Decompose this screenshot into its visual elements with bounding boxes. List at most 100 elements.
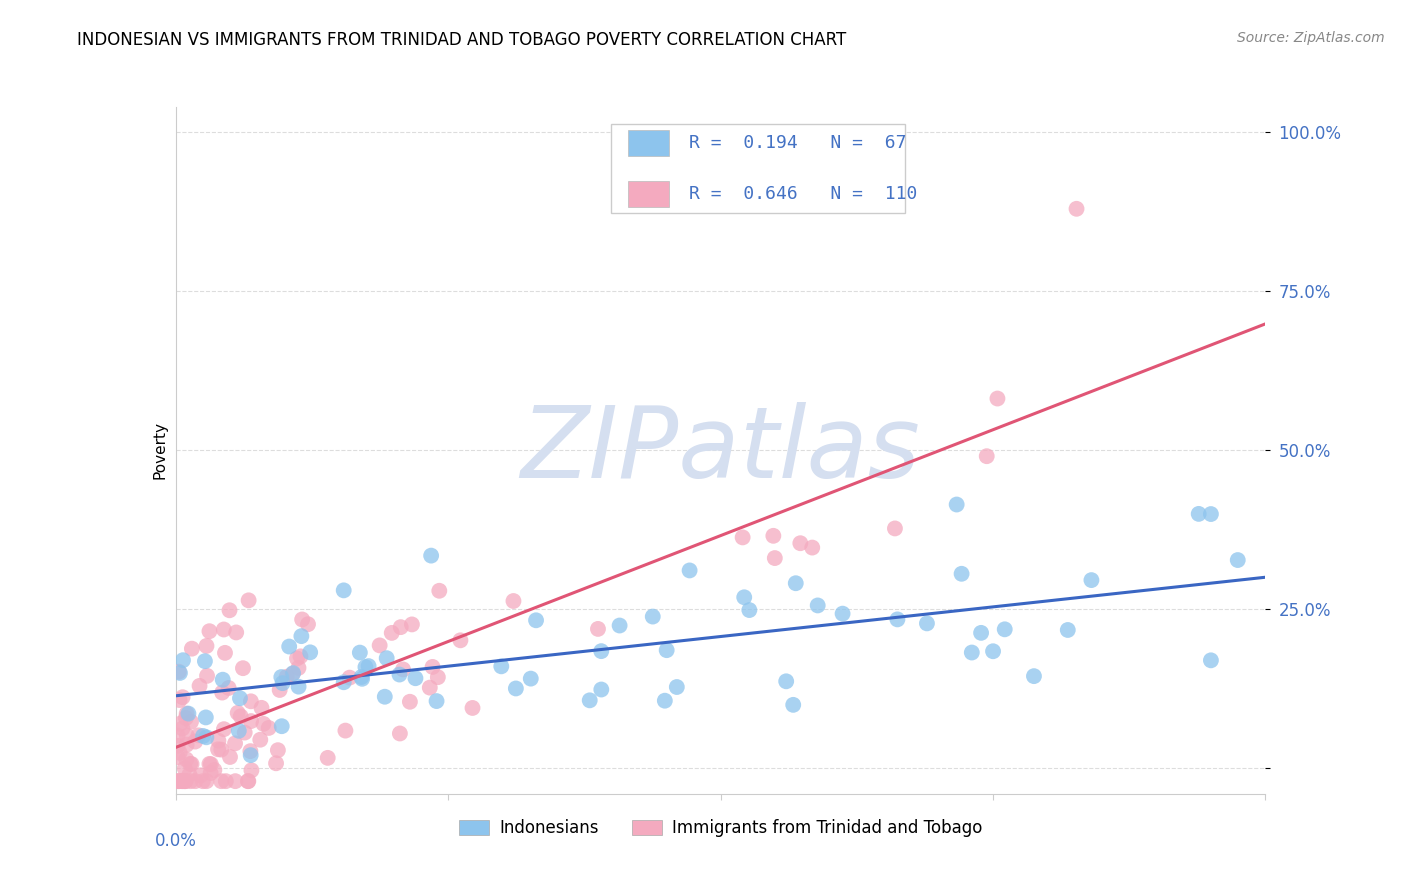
- Point: [226, 706, 249, 720]
- Point: [986, 392, 1008, 406]
- Point: [166, 750, 188, 764]
- Point: [886, 612, 908, 626]
- Point: [239, 748, 262, 763]
- Point: [176, 729, 198, 743]
- Point: [578, 693, 600, 707]
- Point: [179, 767, 201, 781]
- Point: [789, 536, 811, 550]
- Point: [586, 622, 609, 636]
- Point: [368, 639, 391, 653]
- Point: [207, 742, 229, 756]
- Point: [278, 640, 301, 654]
- Point: [184, 734, 207, 748]
- Point: [173, 774, 195, 789]
- Point: [994, 623, 1017, 637]
- Point: [981, 644, 1004, 658]
- Point: [169, 665, 191, 680]
- Point: [239, 744, 262, 758]
- Point: [198, 756, 221, 771]
- Point: [401, 617, 423, 632]
- Point: [375, 651, 398, 665]
- Point: [461, 701, 484, 715]
- Point: [388, 726, 411, 740]
- Point: [281, 666, 304, 681]
- Text: R =  0.646   N =  110: R = 0.646 N = 110: [689, 186, 917, 203]
- Point: [195, 669, 218, 683]
- Point: [297, 617, 319, 632]
- Point: [381, 626, 404, 640]
- Point: [195, 731, 218, 745]
- Point: [502, 594, 524, 608]
- Point: [299, 645, 322, 659]
- Point: [202, 763, 225, 777]
- Point: [1188, 507, 1211, 521]
- Point: [174, 711, 197, 725]
- Point: [180, 714, 202, 729]
- Point: [281, 666, 304, 681]
- Point: [270, 670, 292, 684]
- Point: [1080, 573, 1102, 587]
- Point: [174, 752, 197, 766]
- Point: [782, 698, 804, 712]
- Point: [422, 660, 444, 674]
- Point: [775, 674, 797, 689]
- Point: [250, 701, 273, 715]
- Point: [167, 774, 190, 789]
- FancyBboxPatch shape: [628, 181, 669, 207]
- Point: [172, 722, 194, 736]
- Point: [425, 694, 447, 708]
- Point: [252, 716, 274, 731]
- Y-axis label: Poverty: Poverty: [152, 421, 167, 480]
- Point: [218, 603, 240, 617]
- Point: [349, 646, 371, 660]
- Point: [224, 774, 246, 789]
- Point: [172, 774, 194, 789]
- Point: [177, 706, 200, 721]
- Point: [285, 651, 308, 665]
- Point: [354, 660, 377, 674]
- Point: [200, 757, 222, 772]
- Point: [209, 774, 232, 789]
- Point: [207, 733, 229, 747]
- Point: [269, 683, 291, 698]
- Point: [239, 694, 262, 708]
- Point: [240, 714, 263, 728]
- Point: [218, 681, 240, 695]
- Point: [195, 639, 218, 653]
- Point: [287, 680, 309, 694]
- Point: [257, 721, 280, 735]
- Point: [238, 774, 260, 789]
- Point: [270, 719, 292, 733]
- Point: [215, 774, 238, 789]
- Point: [1226, 553, 1249, 567]
- Point: [249, 732, 271, 747]
- Point: [970, 625, 993, 640]
- Point: [180, 641, 202, 656]
- Point: [191, 729, 214, 743]
- Point: [173, 774, 195, 789]
- Point: [169, 693, 191, 707]
- Point: [915, 616, 938, 631]
- Point: [233, 725, 256, 739]
- Point: [332, 675, 354, 690]
- Point: [188, 679, 211, 693]
- Point: [316, 751, 339, 765]
- Point: [427, 583, 450, 598]
- Point: [209, 742, 232, 756]
- Point: [229, 691, 252, 706]
- Point: [1056, 623, 1078, 637]
- Point: [332, 583, 354, 598]
- Point: [200, 766, 222, 780]
- Point: [229, 709, 252, 723]
- Point: [225, 625, 247, 640]
- Point: [195, 774, 218, 789]
- Point: [194, 710, 217, 724]
- Point: [176, 706, 198, 721]
- Point: [335, 723, 357, 738]
- Text: Source: ZipAtlas.com: Source: ZipAtlas.com: [1237, 31, 1385, 45]
- Point: [733, 591, 755, 605]
- Point: [762, 529, 785, 543]
- Legend: Indonesians, Immigrants from Trinidad and Tobago: Indonesians, Immigrants from Trinidad an…: [453, 813, 988, 844]
- Point: [505, 681, 527, 696]
- Point: [167, 774, 190, 789]
